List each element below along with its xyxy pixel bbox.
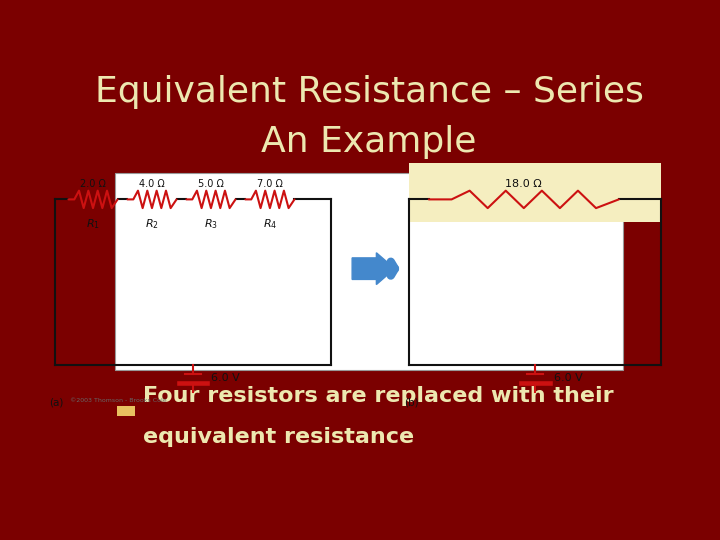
Text: An Example: An Example bbox=[261, 125, 477, 159]
Text: 6.0 V: 6.0 V bbox=[211, 374, 240, 383]
Bar bbox=[115, 173, 623, 370]
Text: (a): (a) bbox=[49, 398, 63, 408]
Text: $R_1$: $R_1$ bbox=[86, 217, 100, 231]
Bar bbox=[117, 407, 135, 416]
Text: 5.0 Ω: 5.0 Ω bbox=[198, 179, 224, 189]
Bar bbox=[409, 164, 662, 222]
Text: 18.0 Ω: 18.0 Ω bbox=[505, 179, 542, 189]
FancyArrow shape bbox=[352, 253, 395, 285]
Text: 2.0 Ω: 2.0 Ω bbox=[80, 179, 106, 189]
Text: equivalent resistance: equivalent resistance bbox=[143, 427, 414, 447]
Text: Four resistors are replaced with their: Four resistors are replaced with their bbox=[143, 386, 613, 406]
Text: $R_2$: $R_2$ bbox=[145, 217, 159, 231]
Text: 6.0 V: 6.0 V bbox=[554, 374, 582, 383]
Text: $R_3$: $R_3$ bbox=[204, 217, 218, 231]
Text: (b): (b) bbox=[404, 398, 418, 408]
Text: 4.0 Ω: 4.0 Ω bbox=[139, 179, 165, 189]
Text: $R_4$: $R_4$ bbox=[263, 217, 277, 231]
Text: ©2003 Thomson - Brooks Cole: ©2003 Thomson - Brooks Cole bbox=[70, 398, 166, 403]
Text: Equivalent Resistance – Series: Equivalent Resistance – Series bbox=[94, 75, 644, 109]
Text: 7.0 Ω: 7.0 Ω bbox=[257, 179, 283, 189]
